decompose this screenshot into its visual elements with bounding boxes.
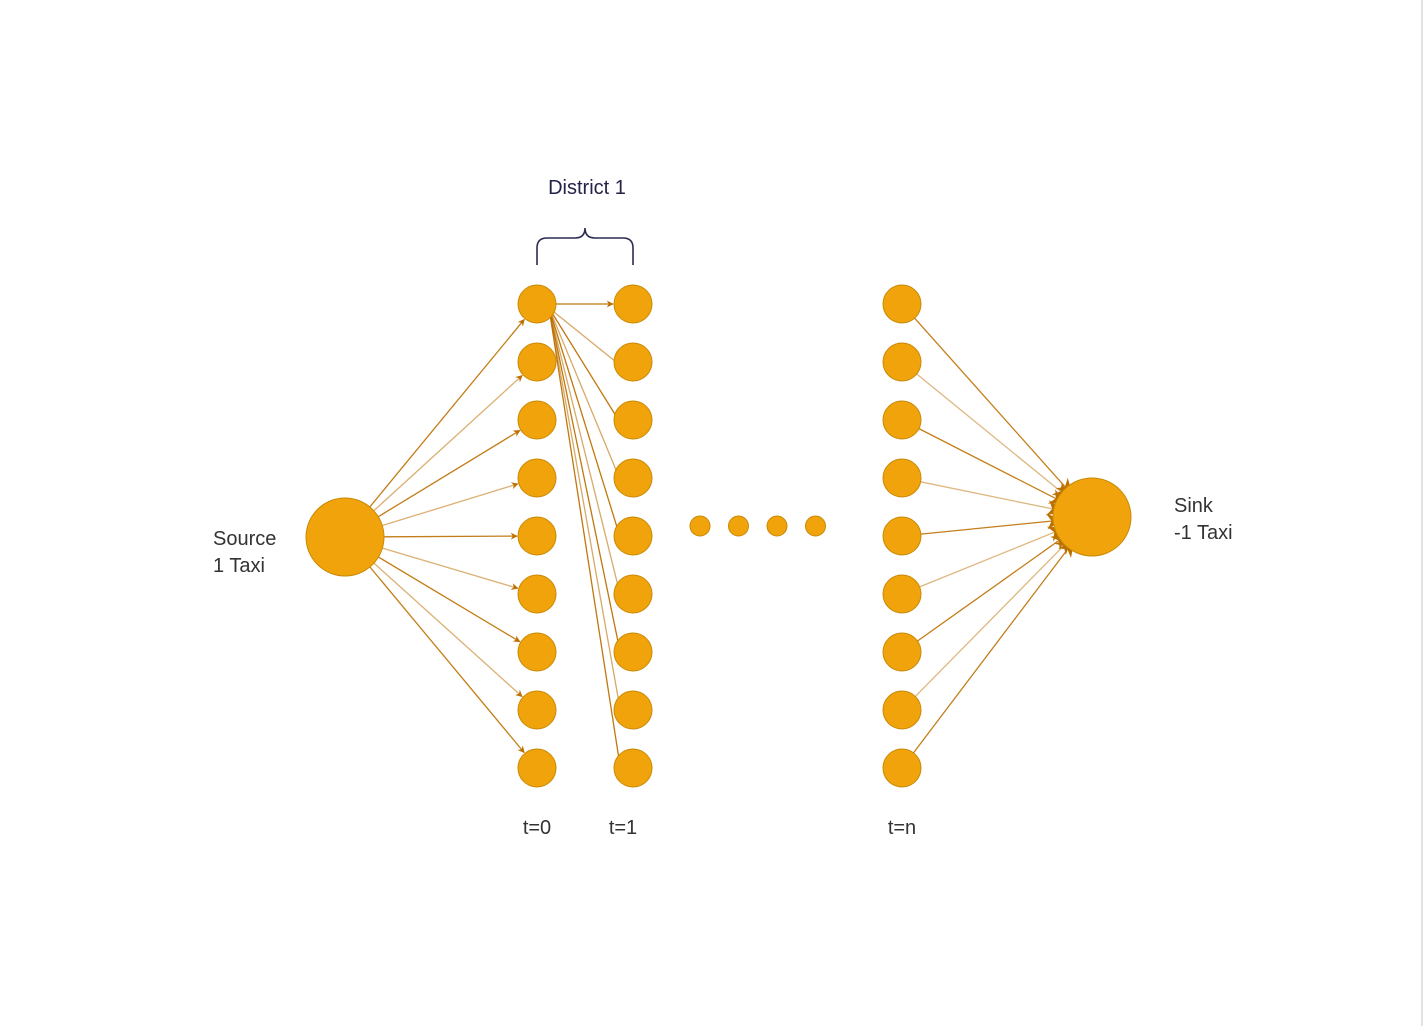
node-t1-6 xyxy=(613,632,653,672)
sink-node xyxy=(1052,477,1132,557)
source-edge-0 xyxy=(369,318,525,508)
node-tn-6 xyxy=(882,632,922,672)
source-node xyxy=(305,497,385,577)
transition-edge-7 xyxy=(548,307,624,715)
sink-edge-4 xyxy=(920,513,1063,535)
node-t0-6 xyxy=(517,632,557,672)
node-t0-4 xyxy=(517,516,557,556)
time-label-tn: t=n xyxy=(888,817,916,839)
source-supply-label: 1 Taxi xyxy=(213,555,265,577)
node-t0-3 xyxy=(517,458,557,498)
time-label-t0: t=0 xyxy=(523,817,551,839)
ellipsis-dot-1 xyxy=(728,515,749,537)
node-t1-8 xyxy=(613,748,653,788)
source-name-label: Source xyxy=(213,528,276,550)
node-tn-1 xyxy=(882,342,922,382)
source-edge-7 xyxy=(373,562,523,698)
nodes-layer xyxy=(305,284,1132,788)
node-tn-0 xyxy=(882,284,922,324)
node-t1-5 xyxy=(613,574,653,614)
ellipsis-dot-3 xyxy=(805,515,826,537)
sink-edge-3 xyxy=(920,481,1064,516)
node-t1-4 xyxy=(613,516,653,556)
district-label: District 1 xyxy=(548,177,626,199)
sink-name-label: Sink xyxy=(1174,495,1214,517)
transition-edge-2 xyxy=(548,307,622,425)
edges-layer xyxy=(369,300,1075,773)
node-t0-1 xyxy=(517,342,557,382)
source-edge-2 xyxy=(377,429,521,518)
source-edge-6 xyxy=(378,556,521,643)
node-tn-2 xyxy=(882,400,922,440)
node-tn-7 xyxy=(882,690,922,730)
source-edge-5 xyxy=(382,547,519,590)
time-label-t1: t=1 xyxy=(609,817,637,839)
node-tn-4 xyxy=(882,516,922,556)
source-edge-1 xyxy=(373,374,523,512)
transition-edge-4 xyxy=(548,307,623,541)
source-edge-8 xyxy=(369,566,525,754)
ellipsis-dot-2 xyxy=(766,515,788,537)
node-tn-3 xyxy=(882,458,922,498)
sink-edge-2 xyxy=(918,428,1066,504)
node-t1-1 xyxy=(613,342,653,382)
node-t1-3 xyxy=(613,458,653,498)
node-t0-5 xyxy=(517,574,557,614)
node-t0-8 xyxy=(517,748,557,788)
source-edge-4 xyxy=(383,532,518,540)
node-t0-7 xyxy=(517,690,557,730)
node-t1-2 xyxy=(613,400,653,440)
sink-edge-6 xyxy=(917,534,1069,642)
transition-edge-1 xyxy=(548,307,622,367)
transition-edge-8 xyxy=(548,307,624,773)
district-brace xyxy=(536,227,634,265)
ellipsis-dot-0 xyxy=(689,515,711,537)
sink-edge-1 xyxy=(916,373,1070,499)
node-tn-5 xyxy=(882,574,922,614)
node-t0-2 xyxy=(517,400,557,440)
transition-edge-6 xyxy=(548,307,624,657)
sink-demand-label: -1 Taxi xyxy=(1174,522,1233,544)
sink-edge-8 xyxy=(912,540,1075,754)
node-t1-0 xyxy=(613,284,653,324)
transition-edge-5 xyxy=(548,307,623,599)
source-edge-3 xyxy=(382,482,519,527)
sink-edge-5 xyxy=(919,526,1065,588)
sink-edge-7 xyxy=(914,537,1072,697)
transition-edge-3 xyxy=(548,307,622,483)
sink-edge-0 xyxy=(914,317,1073,496)
node-tn-8 xyxy=(882,748,922,788)
node-t0-0 xyxy=(517,284,557,324)
node-t1-7 xyxy=(613,690,653,730)
